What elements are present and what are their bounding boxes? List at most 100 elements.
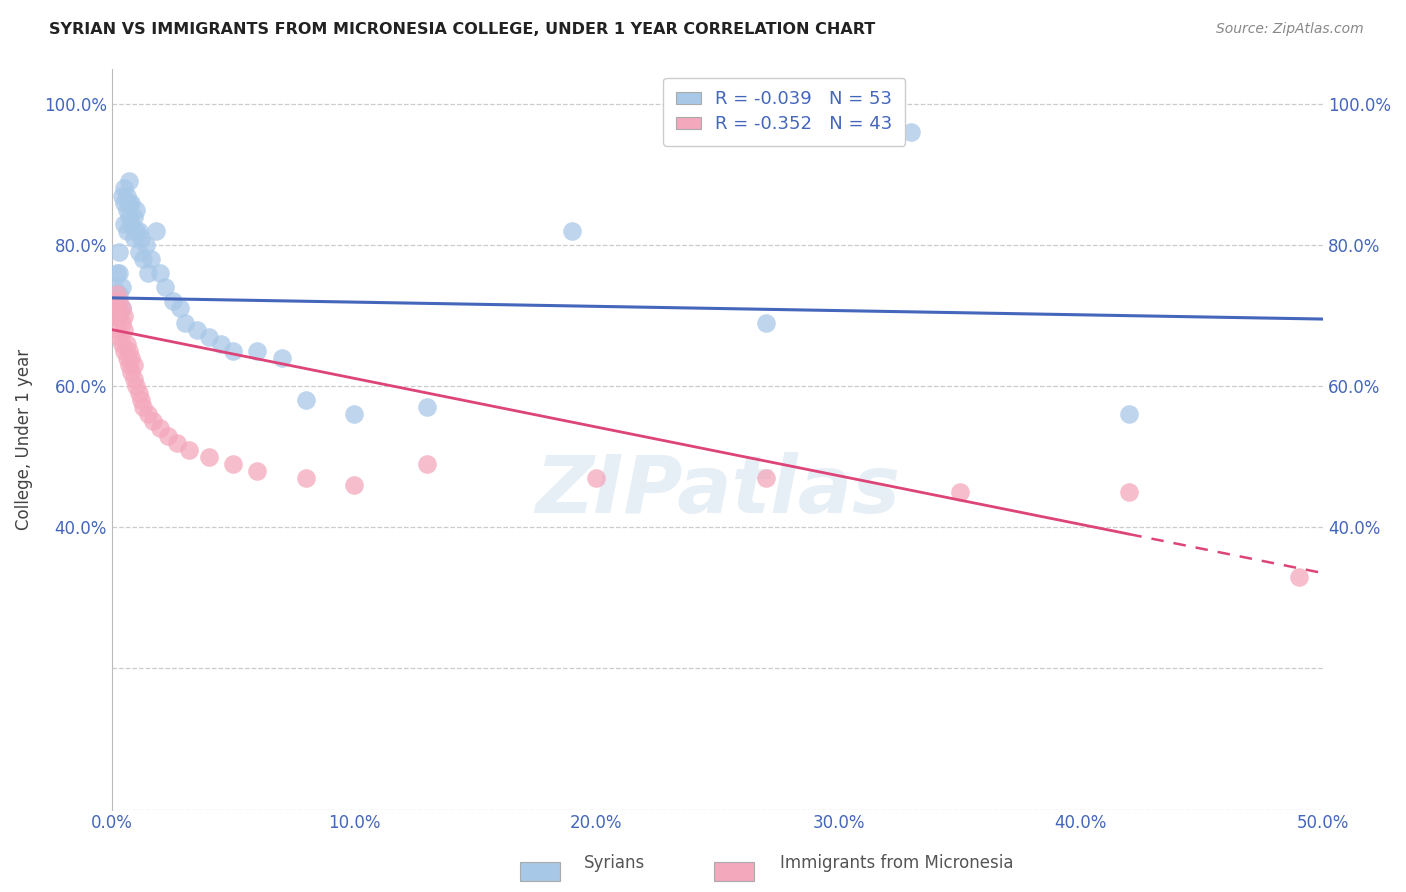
Point [139,252,162,266]
Point [103,294,125,309]
Point [115,336,138,351]
Point [105,287,128,301]
Point [198,450,221,464]
Point [209,336,232,351]
Point [343,478,366,492]
Point [125,202,148,217]
Point [120,365,142,379]
Point [561,224,583,238]
Point [108,245,131,260]
Point [105,287,128,301]
Point [112,343,135,358]
Point [118,195,141,210]
Point [173,316,195,330]
Point [105,301,128,316]
Point [108,309,131,323]
Point [1118,485,1140,500]
Point [222,343,245,358]
Point [122,372,145,386]
Point [1118,407,1140,421]
Point [118,358,141,372]
Point [120,351,142,365]
Point [122,358,145,372]
Point [128,245,150,260]
Point [416,457,439,471]
Point [294,471,316,485]
Point [900,125,922,139]
Text: Source: ZipAtlas.com: Source: ZipAtlas.com [1216,22,1364,37]
Point [585,471,607,485]
Point [129,393,152,408]
Y-axis label: College, Under 1 year: College, Under 1 year [15,349,32,530]
Point [246,464,269,478]
Point [128,224,150,238]
Point [105,323,128,337]
Point [343,407,366,421]
Point [136,266,159,280]
Point [118,174,141,188]
Point [222,457,245,471]
Point [135,238,157,252]
Point [118,210,141,224]
Text: ZIPatlas: ZIPatlas [536,452,900,530]
Point [122,231,145,245]
Point [198,329,221,343]
Point [949,485,972,500]
Point [179,442,201,457]
Point [755,471,778,485]
Point [115,188,138,202]
Legend: R = -0.039   N = 53, R = -0.352   N = 43: R = -0.039 N = 53, R = -0.352 N = 43 [664,78,905,146]
Point [120,217,142,231]
Point [142,414,165,428]
Point [111,316,134,330]
Point [118,343,141,358]
Point [120,195,142,210]
Point [416,401,439,415]
Point [149,266,172,280]
Point [103,294,125,309]
Point [125,224,148,238]
Point [129,231,152,245]
Point [270,351,292,365]
Point [115,351,138,365]
Point [246,343,269,358]
Point [186,323,208,337]
Point [294,393,316,408]
Point [132,252,155,266]
Point [122,210,145,224]
Point [111,188,134,202]
Point [108,266,131,280]
Point [162,294,184,309]
Point [149,421,172,435]
Point [112,181,135,195]
Text: Immigrants from Micronesia: Immigrants from Micronesia [780,855,1014,872]
Point [755,316,778,330]
Point [115,224,138,238]
Point [108,329,131,343]
Point [111,301,134,316]
Point [115,202,138,217]
Point [112,195,135,210]
Point [155,280,177,294]
Point [145,224,167,238]
Point [111,301,134,316]
Point [112,309,135,323]
Point [169,301,191,316]
Point [112,217,135,231]
Text: Syrians: Syrians [583,855,645,872]
Point [112,323,135,337]
Point [136,407,159,421]
Point [108,309,131,323]
Point [105,309,128,323]
Point [128,386,150,401]
Text: SYRIAN VS IMMIGRANTS FROM MICRONESIA COLLEGE, UNDER 1 YEAR CORRELATION CHART: SYRIAN VS IMMIGRANTS FROM MICRONESIA COL… [49,22,876,37]
Point [1288,569,1310,583]
Point [103,309,125,323]
Point [105,266,128,280]
Point [111,280,134,294]
Point [156,428,179,442]
Point [111,336,134,351]
Point [125,379,148,393]
Point [132,401,155,415]
Point [108,287,131,301]
